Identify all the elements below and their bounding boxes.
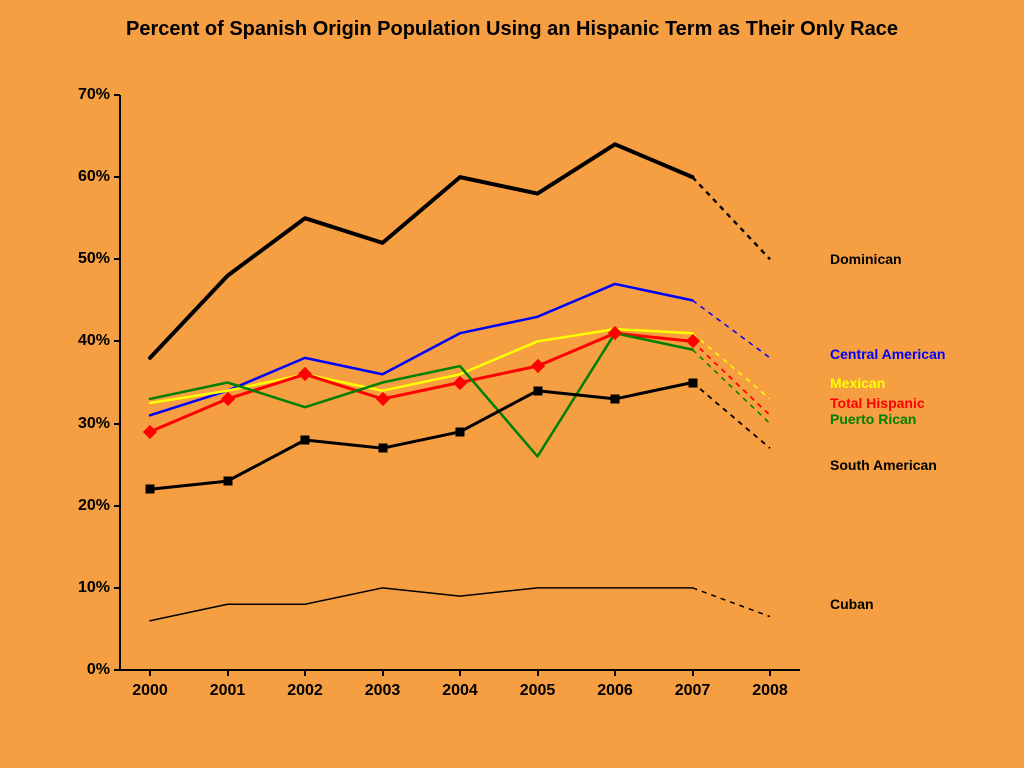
chart-container: Percent of Spanish Origin Population Usi… — [0, 0, 1024, 768]
y-tick-label: 20% — [78, 497, 110, 515]
x-tick-label: 2008 — [752, 682, 788, 700]
x-tick-label: 2005 — [520, 682, 556, 700]
series-label-total-hispanic: Total Hispanic — [830, 395, 925, 411]
marker-square — [378, 444, 387, 453]
x-tick-label: 2002 — [287, 682, 323, 700]
x-tick — [537, 670, 539, 676]
x-tick — [149, 670, 151, 676]
series-line-dashed-mexican — [693, 333, 771, 399]
marker-square — [533, 386, 542, 395]
x-tick-label: 2007 — [675, 682, 711, 700]
series-label-south-american: South American — [830, 457, 937, 473]
marker-square — [146, 485, 155, 494]
series-label-mexican: Mexican — [830, 375, 885, 391]
y-tick-label: 40% — [78, 332, 110, 350]
marker-square — [688, 378, 697, 387]
x-tick — [304, 670, 306, 676]
series-line-dashed-cuban — [693, 588, 771, 617]
marker-square — [223, 477, 232, 486]
series-line-dashed-central-american — [693, 300, 771, 358]
y-tick-label: 10% — [78, 579, 110, 597]
x-tick — [692, 670, 694, 676]
x-tick — [459, 670, 461, 676]
series-line-dashed-total-hispanic — [693, 341, 771, 415]
x-tick-label: 2006 — [597, 682, 633, 700]
series-line-dominican — [150, 144, 693, 358]
series-line-dashed-south-american — [693, 383, 771, 449]
series-label-dominican: Dominican — [830, 251, 902, 267]
series-label-central-american: Central American — [830, 346, 945, 362]
series-line-dashed-puerto-rican — [693, 350, 771, 424]
x-tick-label: 2001 — [210, 682, 246, 700]
y-tick-label: 0% — [87, 661, 110, 679]
plot-area: 0%10%20%30%40%50%60%70%20002001200220032… — [120, 95, 800, 670]
series-label-puerto-rican: Puerto Rican — [830, 411, 916, 427]
x-tick-label: 2003 — [365, 682, 401, 700]
x-tick — [769, 670, 771, 676]
marker-square — [301, 436, 310, 445]
x-tick-label: 2000 — [132, 682, 168, 700]
x-tick — [614, 670, 616, 676]
y-tick-label: 60% — [78, 168, 110, 186]
series-line-dashed-dominican — [693, 177, 771, 259]
series-label-cuban: Cuban — [830, 596, 874, 612]
y-tick-label: 30% — [78, 415, 110, 433]
x-tick — [227, 670, 229, 676]
marker-square — [611, 394, 620, 403]
marker-square — [456, 427, 465, 436]
series-line-cuban — [150, 588, 693, 621]
y-tick-label: 70% — [78, 86, 110, 104]
chart-title: Percent of Spanish Origin Population Usi… — [0, 18, 1024, 41]
x-tick-label: 2004 — [442, 682, 478, 700]
x-tick — [382, 670, 384, 676]
y-tick-label: 50% — [78, 250, 110, 268]
